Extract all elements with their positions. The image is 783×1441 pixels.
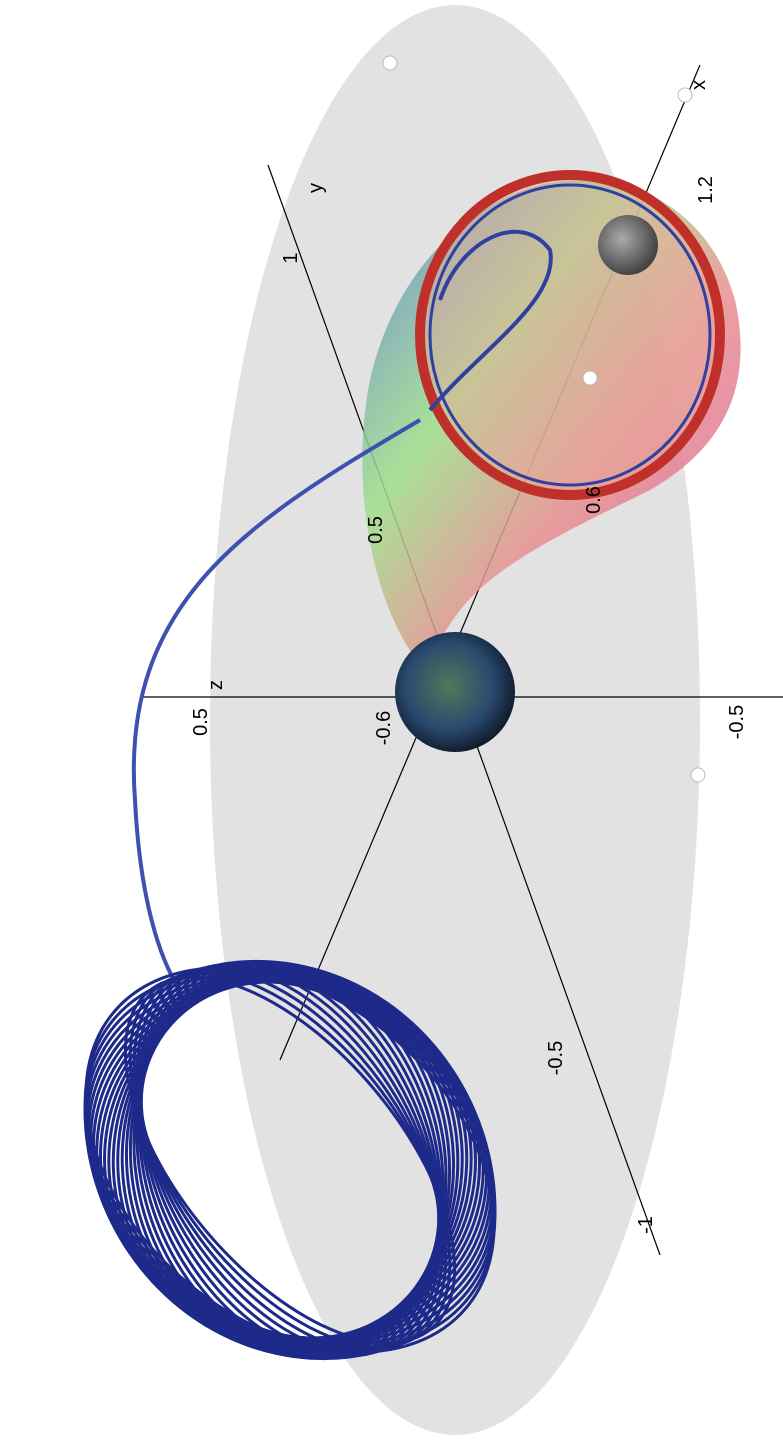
orbit-loop <box>86 980 494 1340</box>
tick-label: 0.5 <box>190 708 212 736</box>
orbit-loop <box>128 963 452 1357</box>
halo-ring <box>415 170 725 500</box>
tick-label: 0.5 <box>365 516 387 544</box>
orbit-loop <box>89 980 491 1340</box>
orbit-loop <box>124 965 456 1355</box>
tick-label: -0.6 <box>373 711 395 745</box>
orbit-loop <box>85 979 495 1341</box>
orbit-loop <box>92 980 488 1340</box>
orbit-loop <box>83 977 497 1343</box>
lissajous-orbit <box>83 959 497 1361</box>
axis-label: z <box>205 680 227 690</box>
tick-label: -1 <box>635 1216 657 1234</box>
tick-label: -0.5 <box>545 1041 567 1075</box>
axis-label: y <box>305 183 327 193</box>
point <box>690 767 706 783</box>
orbit-loop <box>139 961 441 1359</box>
orbit-loop <box>138 962 442 1358</box>
orbit-loop <box>83 974 497 1346</box>
point <box>382 55 398 71</box>
orbit-loop <box>103 976 477 1344</box>
insertion-arc <box>428 229 553 412</box>
orbit-loop <box>132 961 448 1359</box>
earth <box>395 632 515 752</box>
moon <box>598 215 658 275</box>
lagrange-points <box>382 55 706 783</box>
orbit-loop <box>84 966 496 1354</box>
orbit-loop <box>83 970 497 1350</box>
orbit-loop <box>116 969 464 1351</box>
tick-label: 0.6 <box>583 486 605 514</box>
tick-label: -0.5 <box>726 705 748 739</box>
orbit-loop <box>95 979 485 1341</box>
point <box>677 87 693 103</box>
orbit-loop <box>137 960 443 1360</box>
transfer-trajectory <box>131 418 422 992</box>
orbit-loop <box>111 971 469 1349</box>
halo-orbit <box>428 183 712 487</box>
orbit-loop <box>99 977 481 1343</box>
orbit-loop <box>107 974 473 1346</box>
orbit-loop <box>135 960 445 1360</box>
tick-label: 1.2 <box>695 176 717 204</box>
orbit-loop <box>120 967 460 1353</box>
axis-label: x <box>688 80 710 90</box>
point <box>582 370 598 386</box>
tick-label: 1 <box>280 252 302 263</box>
